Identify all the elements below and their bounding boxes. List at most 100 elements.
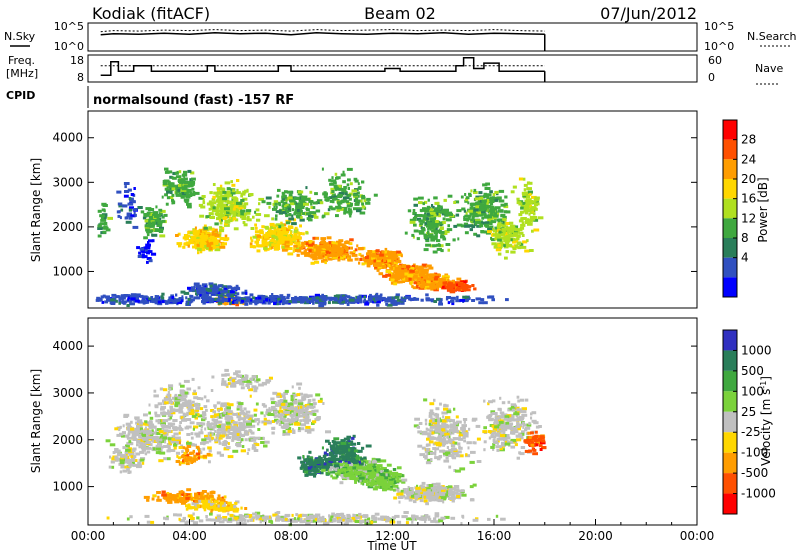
- power-cell: [120, 208, 124, 212]
- power-cell: [455, 213, 460, 217]
- power-cell: [148, 239, 153, 243]
- power-cell: [401, 265, 407, 268]
- power-cell: [126, 304, 130, 307]
- power-cell: [199, 294, 202, 297]
- power-cell: [183, 242, 190, 246]
- power-cell: [144, 224, 150, 228]
- power-cell: [224, 207, 230, 211]
- power-cell: [161, 219, 166, 223]
- power-cell: [205, 231, 211, 235]
- power-cell: [298, 203, 303, 207]
- velocity-cell: [116, 433, 122, 437]
- power-cell: [229, 210, 233, 214]
- velocity-cell: [198, 447, 200, 451]
- power-cell: [235, 209, 240, 213]
- velocity-cell: [197, 456, 201, 460]
- power-cell: [208, 235, 214, 239]
- power-cell: [304, 197, 310, 201]
- power-cell: [346, 253, 350, 257]
- power-cell: [197, 296, 201, 300]
- power-cell: [202, 240, 207, 244]
- velocity-cell: [177, 497, 182, 501]
- velocity-cell: [145, 446, 152, 450]
- power-cell: [433, 285, 438, 289]
- power-cell: [487, 222, 493, 225]
- power-cell: [214, 233, 220, 237]
- velocity-cell: [163, 457, 167, 461]
- power-cell: [297, 209, 300, 212]
- noise-panel-frame: [87, 22, 698, 52]
- power-cell: [244, 299, 250, 303]
- velocity-cell: [215, 434, 221, 437]
- power-cbar-swatch: [723, 257, 737, 278]
- power-cell: [187, 244, 190, 248]
- velocity-cell: [162, 399, 166, 403]
- power-cell: [223, 223, 230, 227]
- power-cell: [503, 218, 507, 222]
- power-cell: [224, 234, 228, 238]
- velocity-cell: [193, 454, 197, 458]
- power-cell: [304, 298, 307, 302]
- power-cell: [265, 298, 269, 302]
- velocity-cell: [132, 438, 138, 441]
- power-cell: [298, 198, 301, 202]
- power-cell: [100, 295, 105, 299]
- power-cell: [216, 286, 220, 290]
- power-cell: [194, 234, 197, 238]
- velocity-cell: [160, 434, 163, 437]
- power-cell: [281, 226, 286, 230]
- velocity-cell: [169, 405, 174, 409]
- power-cell: [129, 295, 136, 298]
- power-cell: [192, 245, 197, 249]
- power-cell: [281, 195, 285, 199]
- power-cell: [219, 184, 223, 188]
- velocity-cell: [137, 439, 141, 443]
- power-cell: [132, 225, 139, 229]
- velocity-cell: [307, 401, 311, 405]
- power-cell: [292, 235, 299, 239]
- velocity-cell: [179, 421, 182, 424]
- power-cell: [282, 245, 285, 249]
- power-cbar-swatch: [723, 238, 737, 258]
- velocity-cell: [234, 506, 238, 510]
- velocity-cell: [195, 452, 201, 456]
- power-cell: [484, 187, 491, 190]
- noise-ytick-top: 10^5: [54, 20, 84, 33]
- power-cell: [411, 264, 415, 268]
- velocity-cell: [119, 432, 124, 436]
- power-cell: [186, 202, 192, 206]
- velocity-cell: [217, 413, 223, 417]
- velocity-cell: [237, 418, 241, 422]
- velocity-cell: [247, 448, 251, 452]
- power-cell: [314, 260, 320, 264]
- power-cell: [353, 207, 359, 211]
- power-cell: [409, 267, 415, 270]
- power-cell: [232, 199, 239, 203]
- power-cell: [118, 296, 123, 300]
- power-cell: [479, 223, 483, 227]
- power-cell: [299, 246, 304, 250]
- power-cell: [499, 230, 505, 234]
- power-cell: [219, 206, 225, 210]
- power-cell: [152, 300, 158, 304]
- power-cell: [226, 211, 232, 215]
- power-cell: [102, 230, 107, 234]
- velocity-cell: [220, 404, 226, 408]
- power-cell: [332, 254, 338, 258]
- power-cell: [235, 287, 241, 291]
- power-cell: [236, 201, 242, 205]
- power-cell: [523, 209, 530, 213]
- power-cell: [197, 248, 202, 252]
- power-cell: [354, 257, 359, 261]
- power-cell: [429, 217, 435, 221]
- power-cell: [289, 199, 293, 203]
- power-cell: [511, 237, 516, 241]
- power-cell: [494, 190, 499, 194]
- power-cbar-frame: [722, 119, 738, 298]
- power-cell: [516, 242, 522, 245]
- power-cell: [192, 229, 198, 233]
- power-cell: [438, 244, 444, 248]
- freq-panel-frame: [87, 54, 698, 83]
